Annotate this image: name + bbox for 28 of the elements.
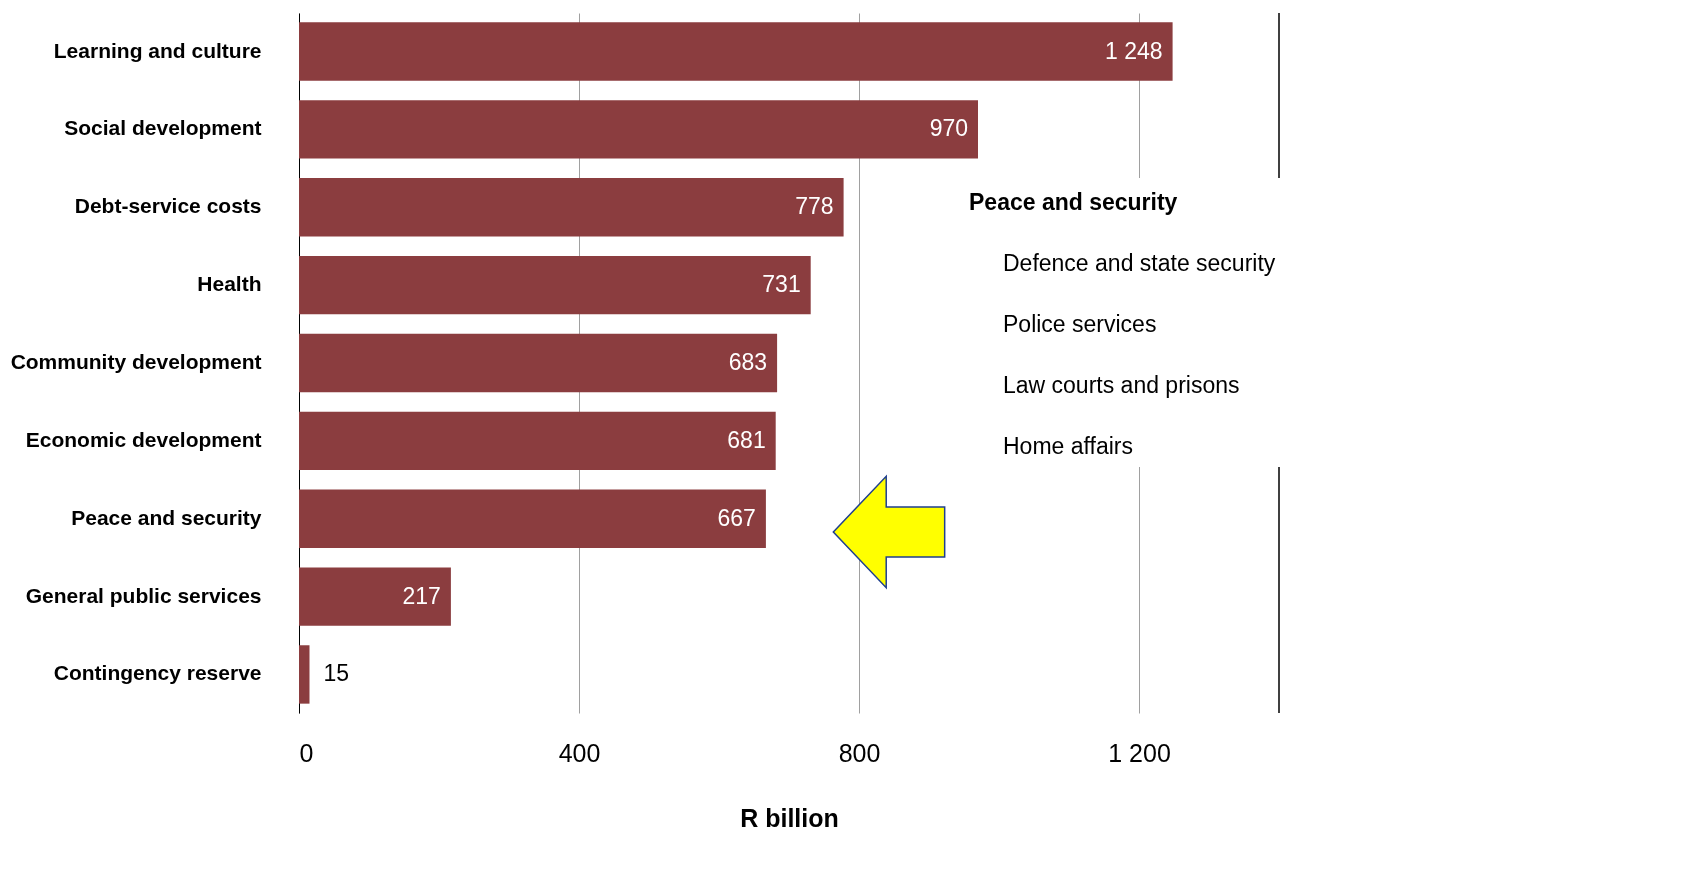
y-tick-label: Contingency reserve (53, 661, 262, 685)
data-label: 683 (728, 349, 768, 375)
data-label: 681 (727, 426, 766, 453)
data-label: 970 (929, 115, 968, 142)
data-label: 1 248 (1105, 37, 1163, 64)
y-tick-label: Economic development (25, 427, 262, 451)
y-tick-label: Health (197, 272, 262, 296)
x-tick-label: 0 (299, 738, 314, 767)
annotation: Defence and state security (1003, 250, 1276, 276)
data-label: 731 (762, 271, 801, 298)
y-tick-label: Community development (10, 350, 262, 373)
annotation: Peace and security (969, 189, 1178, 215)
y-tick-label: Social development (64, 116, 262, 140)
annotation: Police services (1003, 311, 1157, 337)
data-label: 217 (402, 582, 441, 609)
annotation: Law courts and prisons (1003, 372, 1240, 398)
y-tick-label: General public services (25, 583, 262, 607)
y-tick-label: Peace and security (71, 505, 262, 529)
x-tick-label: 1 200 (1108, 738, 1171, 767)
data-label: 778 (795, 193, 834, 220)
x-axis-title: R billion (740, 803, 839, 832)
x-tick-label: 400 (558, 738, 601, 767)
annotation: Home affairs (1003, 433, 1133, 459)
data-label: 15 (323, 660, 350, 687)
y-tick-label: Debt-service costs (74, 194, 262, 218)
data-label: 667 (717, 504, 756, 531)
x-tick-label: 800 (838, 738, 881, 767)
y-tick-label: Learning and culture (53, 38, 262, 62)
